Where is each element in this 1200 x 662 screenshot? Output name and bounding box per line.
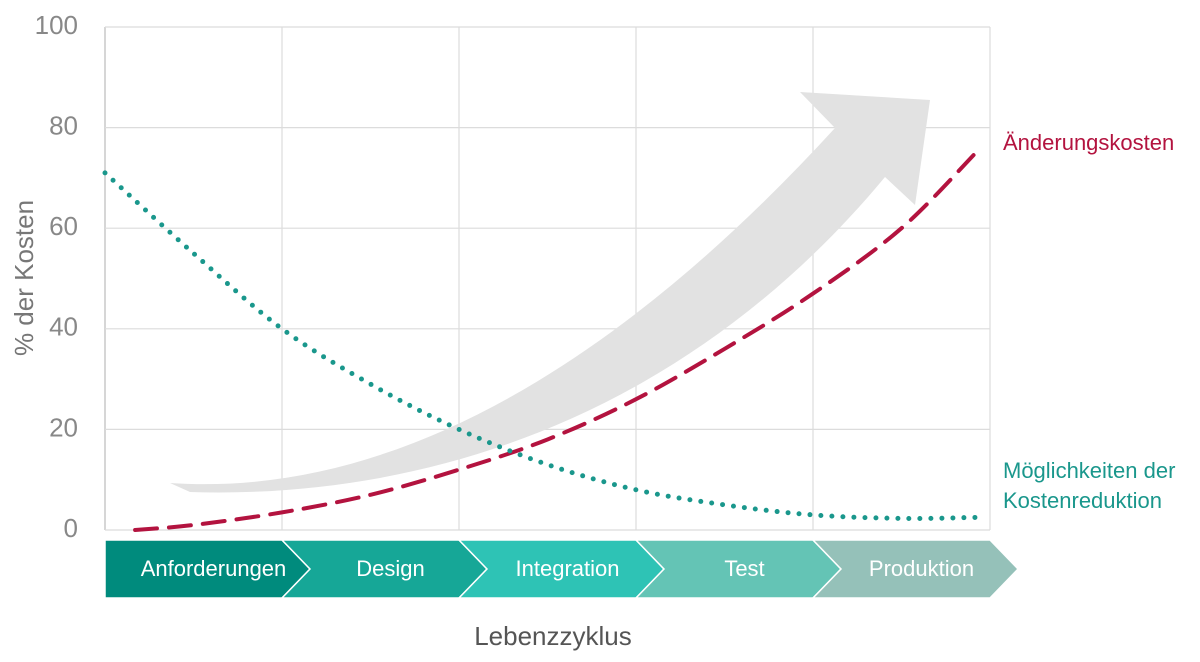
y-tick-label: 0 [64,513,78,543]
y-tick-label: 60 [49,211,78,241]
phase-label: Design [356,556,424,581]
series-label: Möglichkeiten der Kostenreduktion [1003,458,1176,513]
series-line [102,170,979,522]
trend-arrow [170,92,930,493]
phase-label: Produktion [869,556,974,581]
y-axis-label: % der Kosten [9,200,39,356]
series-label: Änderungskosten [1003,130,1175,155]
series-line [133,150,978,532]
x-axis-label: Lebenzzyklus [474,621,632,651]
phase-label: Integration [516,556,620,581]
y-tick-label: 20 [49,412,78,442]
y-tick-label: 80 [49,110,78,140]
phase-label: Anforderungen [141,556,287,581]
y-tick-label: 100 [35,10,78,40]
phase-label: Test [724,556,764,581]
phase-chevron [811,539,1020,599]
y-tick-label: 40 [49,312,78,342]
